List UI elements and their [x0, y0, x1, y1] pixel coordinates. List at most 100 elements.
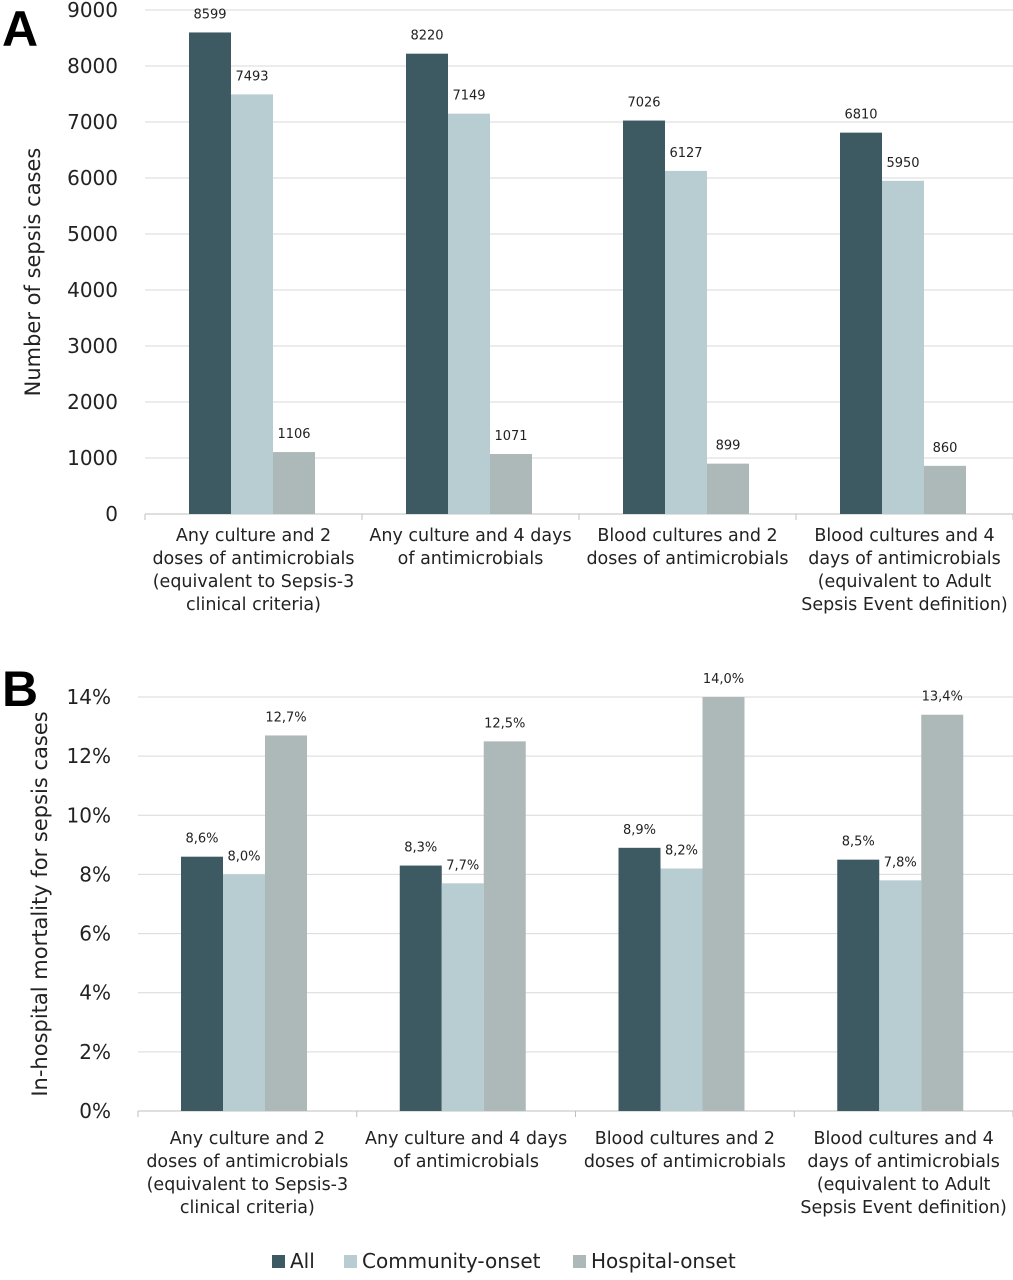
data-label: 14,0%	[703, 672, 744, 687]
y-tick-label: 3000	[67, 334, 118, 358]
bar-all	[623, 120, 665, 514]
data-label: 7149	[452, 89, 485, 104]
legend-label: Community-onset	[362, 1249, 541, 1273]
y-tick-label: 7000	[67, 110, 118, 134]
category-label-line: Any culture and 4 days	[365, 1129, 567, 1149]
panel-letter: B	[2, 661, 38, 717]
category-label: Any culture and 2 doses of antimicrobials…	[152, 526, 354, 615]
data-label: 8,6%	[185, 832, 218, 847]
category-label-line: (equivalent to Adult	[817, 1175, 991, 1195]
data-label: 13,4%	[922, 690, 963, 705]
y-tick-label: 6000	[67, 166, 118, 190]
bar-community-onset	[223, 874, 265, 1111]
bar-hospital-onset	[483, 741, 526, 1111]
data-label: 7,7%	[446, 858, 479, 873]
y-tick-label: 8%	[79, 862, 111, 886]
panel-letter: A	[2, 1, 38, 57]
category-label-line: Blood cultures and 2	[595, 1129, 775, 1149]
data-label: 5950	[886, 156, 919, 171]
y-tick-label: 1000	[67, 446, 118, 470]
y-tick-label: 9000	[67, 0, 118, 22]
bar-community-onset	[882, 180, 924, 515]
bar-all	[840, 132, 882, 514]
data-label: 12,5%	[484, 716, 525, 731]
bar-hospital-onset	[924, 465, 966, 514]
y-tick-label: 6%	[79, 922, 111, 946]
category-label-line: Any culture and 2	[176, 526, 331, 546]
bar-hospital-onset	[921, 714, 964, 1111]
data-label: 1071	[494, 429, 527, 444]
category-label: Blood cultures and 4 days of antimicrobia…	[801, 526, 1008, 615]
category-label-line: (equivalent to Adult	[818, 572, 992, 592]
category-label: Blood cultures and 2 doses of antimicrobi…	[584, 1129, 786, 1172]
panel-b: B 0% 2% 4% 6% 8% 10% 12% 14% In-hospital mortalit…	[2, 661, 1013, 1218]
y-tick-label: 12%	[67, 744, 111, 768]
category-label: Any culture and 4 days of antimicrobials	[369, 526, 571, 569]
y-tick-label: 8000	[67, 54, 118, 78]
category-label: Blood cultures and 2 doses of antimicrobi…	[586, 526, 788, 569]
category-label-line: days of antimicrobials	[807, 1152, 1000, 1172]
bar-hospital-onset	[707, 463, 749, 514]
category-label-line: days of antimicrobials	[808, 549, 1001, 569]
bar-hospital-onset	[265, 735, 307, 1111]
bar-hospital-onset	[490, 454, 532, 514]
legend-label: Hospital-onset	[591, 1249, 736, 1273]
legend: All Community-onset Hospital-onset	[272, 1249, 736, 1273]
data-label: 7,8%	[884, 855, 917, 870]
data-label: 6127	[669, 146, 702, 161]
category-label-line: (equivalent to Sepsis-3	[153, 572, 355, 592]
data-label: 8220	[410, 29, 443, 44]
category-label-line: of antimicrobials	[398, 549, 544, 569]
data-label: 1106	[277, 427, 310, 442]
category-label-line: Blood cultures and 4	[814, 526, 994, 546]
bar-all	[618, 847, 661, 1111]
category-label-line: doses of antimicrobials	[146, 1152, 348, 1172]
bar-all	[189, 32, 231, 515]
category-label: Blood cultures and 4 days of antimicrobia…	[800, 1129, 1007, 1218]
category-label-line: Any culture and 4 days	[369, 526, 571, 546]
category-label-line: doses of antimicrobials	[152, 549, 354, 569]
bar-community-onset	[665, 170, 707, 514]
y-tick-label: 0	[105, 502, 118, 526]
data-label: 8,2%	[665, 844, 698, 859]
category-label: Any culture and 2 doses of antimicrobials…	[146, 1129, 348, 1218]
bar-hospital-onset	[702, 697, 745, 1111]
category-label-line: clinical criteria)	[186, 595, 321, 615]
bar-community-onset	[448, 113, 490, 514]
bar-all	[181, 856, 223, 1111]
y-tick-label: 2000	[67, 390, 118, 414]
category-label: Any culture and 4 days of antimicrobials	[365, 1129, 567, 1172]
legend-swatch	[344, 1255, 357, 1268]
category-label-line: doses of antimicrobials	[584, 1152, 786, 1172]
y-axis-title: Number of sepsis cases	[21, 148, 45, 397]
bar-community-onset	[441, 883, 484, 1111]
category-label-line: Blood cultures and 4	[813, 1129, 993, 1149]
bar-community-onset	[231, 94, 273, 514]
category-label-line: Blood cultures and 2	[597, 526, 777, 546]
category-label-line: Sepsis Event definition)	[801, 595, 1008, 615]
y-tick-label: 14%	[67, 685, 111, 709]
data-label: 8,3%	[404, 841, 437, 856]
bar-all	[837, 859, 880, 1111]
data-label: 899	[716, 439, 741, 454]
data-label: 8,5%	[842, 835, 875, 850]
category-label-line: clinical criteria)	[180, 1198, 315, 1218]
bar-all	[406, 53, 448, 515]
y-tick-label: 10%	[67, 803, 111, 827]
panel-a: A 0 1000 2000 3000 4000 5000 6000 7000 8000 9000 Nu…	[2, 0, 1013, 615]
category-label-line: doses of antimicrobials	[586, 549, 788, 569]
bar-community-onset	[660, 868, 703, 1111]
y-tick-label: 4%	[79, 981, 111, 1005]
y-tick-label: 0%	[79, 1099, 111, 1123]
legend-label: All	[290, 1249, 315, 1273]
bar-all	[399, 865, 442, 1111]
category-label-line: Sepsis Event definition)	[800, 1198, 1007, 1218]
data-label: 7026	[627, 96, 660, 111]
data-label: 8,9%	[623, 823, 656, 838]
y-tick-label: 5000	[67, 222, 118, 246]
category-label-line: (equivalent to Sepsis-3	[147, 1175, 349, 1195]
data-label: 860	[933, 441, 958, 456]
data-label: 8599	[193, 7, 226, 22]
y-axis-title: In-hospital mortality for sepsis cases	[28, 711, 52, 1096]
